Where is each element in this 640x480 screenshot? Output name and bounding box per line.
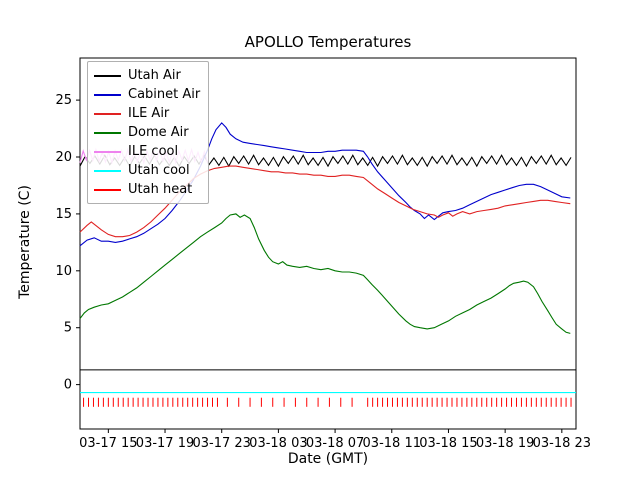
legend-label: ILE Air bbox=[128, 106, 170, 121]
legend-line-swatch bbox=[94, 150, 121, 153]
y-tick-label: 25 bbox=[55, 93, 72, 108]
legend-label: Utah heat bbox=[128, 182, 193, 197]
x-axis-label: Date (GMT) bbox=[287, 451, 369, 467]
x-tick-label: 03-17 19 bbox=[136, 436, 194, 451]
y-tick-label: 10 bbox=[55, 264, 72, 279]
legend-label: Utah cool bbox=[128, 163, 190, 178]
x-tick-label: 03-18 11 bbox=[363, 436, 421, 451]
series-ile-air-line bbox=[79, 165, 571, 238]
x-tick-label: 03-17 15 bbox=[79, 436, 137, 451]
legend-entry-utah-heat: Utah heat bbox=[94, 180, 200, 199]
y-tick-label: 0 bbox=[64, 378, 72, 393]
legend-entry-cabinet-air: Cabinet Air bbox=[94, 85, 200, 104]
legend-label: Dome Air bbox=[128, 125, 189, 140]
legend-line-swatch bbox=[94, 74, 121, 77]
chart-title: APOLLO Temperatures bbox=[244, 33, 412, 51]
x-tick-label: 03-18 03 bbox=[249, 436, 307, 451]
series-dome-air-line bbox=[79, 213, 571, 334]
y-tick-label: 5 bbox=[64, 321, 72, 336]
x-tick-label: 03-18 19 bbox=[476, 436, 534, 451]
x-tick-label: 03-18 15 bbox=[419, 436, 477, 451]
legend-line-swatch bbox=[94, 131, 121, 134]
y-tick-label: 20 bbox=[55, 150, 72, 165]
legend-line-swatch bbox=[94, 188, 121, 191]
legend-entry-utah-cool: Utah cool bbox=[94, 161, 200, 180]
legend: Utah Air Cabinet Air ILE Air Dome Air ILE co… bbox=[87, 61, 210, 204]
legend-label: Utah Air bbox=[128, 68, 181, 83]
y-tick-label: 15 bbox=[55, 207, 72, 222]
x-tick-label: 03-17 23 bbox=[192, 436, 250, 451]
legend-line-swatch bbox=[94, 93, 121, 96]
legend-label: ILE cool bbox=[128, 144, 179, 159]
legend-entry-ile-air: ILE Air bbox=[94, 104, 200, 123]
x-tick-label: 03-18 23 bbox=[533, 436, 591, 451]
legend-label: Cabinet Air bbox=[128, 87, 201, 102]
legend-entry-dome-air: Dome Air bbox=[94, 123, 200, 142]
x-tick-label: 03-18 07 bbox=[306, 436, 364, 451]
legend-entry-ile-cool: ILE cool bbox=[94, 142, 200, 161]
legend-entry-utah-air: Utah Air bbox=[94, 66, 200, 85]
series-cabinet-air-line bbox=[79, 122, 571, 247]
legend-line-swatch bbox=[94, 112, 121, 115]
legend-line-swatch bbox=[94, 169, 121, 172]
axes-frame bbox=[79, 57, 577, 430]
